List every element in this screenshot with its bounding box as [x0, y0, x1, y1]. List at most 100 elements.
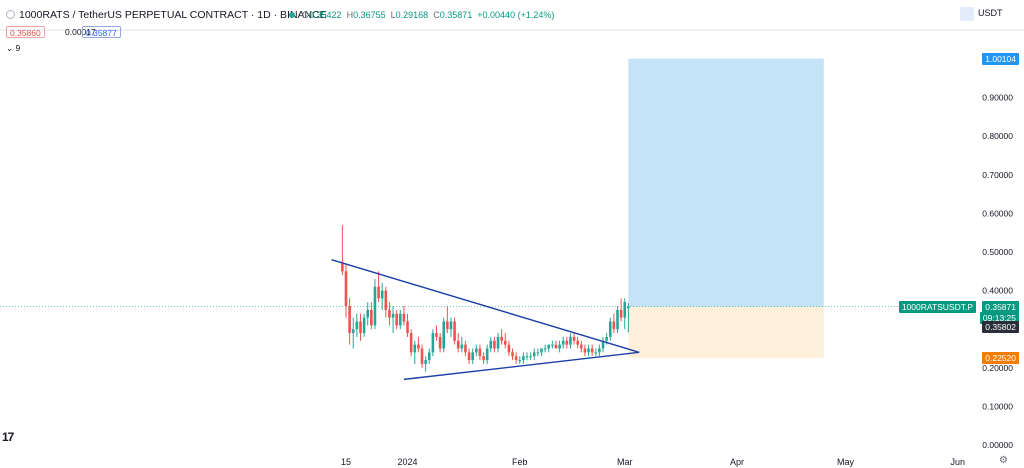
candle-body	[489, 340, 493, 349]
candle-body	[572, 336, 576, 341]
candle-body	[547, 344, 551, 349]
candle-body	[594, 352, 598, 354]
candle-body	[464, 344, 467, 353]
candle-body	[507, 344, 511, 353]
candle-body	[627, 306, 630, 309]
candle-body	[580, 344, 583, 349]
candle-body	[471, 352, 474, 361]
market-status-icon[interactable]	[289, 12, 295, 18]
x-tick-label: Jun	[951, 457, 966, 467]
candle-body	[435, 333, 438, 337]
entry-price-tag: 0.35802	[982, 320, 1019, 333]
candle-body	[438, 336, 442, 349]
candle-body	[417, 344, 420, 349]
candle-body	[402, 313, 406, 322]
candle-body	[413, 344, 417, 353]
candle-body	[478, 348, 482, 357]
candle-body	[590, 348, 594, 353]
candle-body	[373, 286, 377, 326]
candle-body	[503, 340, 507, 345]
y-tick-label: 0.40000	[982, 286, 1013, 296]
spread-value: 0.00017	[65, 27, 96, 37]
x-tick-label: May	[837, 457, 855, 467]
candle-body	[359, 321, 362, 334]
candle-body	[467, 352, 471, 361]
candle-body	[420, 348, 424, 364]
candle-body	[456, 340, 460, 349]
candle-body	[616, 309, 619, 330]
buy-button[interactable]: 0.35877	[82, 26, 121, 38]
candle-body	[522, 356, 525, 361]
settings-gear-icon[interactable]: ⚙	[999, 455, 1008, 466]
candle-body	[493, 340, 496, 349]
x-tick-label: 15	[341, 457, 351, 467]
candle-body	[442, 321, 446, 349]
symbol-tag: 1000RATSUSDT.P	[898, 300, 976, 313]
low-label: L	[390, 10, 396, 20]
candle-body	[536, 352, 540, 354]
candle-body	[482, 356, 485, 361]
indicator-toggle[interactable]: ⌄ 9	[6, 43, 21, 53]
change-value: +0.00440 (+1.24%)	[477, 10, 555, 20]
high-label: H	[346, 10, 354, 20]
candle-body	[388, 309, 391, 318]
candle-body	[565, 340, 569, 345]
candle-body	[431, 333, 435, 353]
last-price-tag: 0.35871	[982, 300, 1019, 313]
y-tick-label: 0.90000	[982, 93, 1013, 103]
candle-body	[540, 348, 543, 353]
candle-body	[532, 352, 536, 357]
trendline-lower	[403, 351, 640, 381]
target-price-tag: 1.00104	[982, 52, 1019, 65]
indicator-count: 9	[15, 43, 21, 53]
y-tick-label: 0.20000	[982, 363, 1013, 373]
candle-body	[453, 321, 456, 341]
x-tick-label: 2024	[398, 457, 418, 467]
candle-body	[460, 344, 464, 349]
candle-body	[623, 302, 627, 318]
y-tick-label: 0.10000	[982, 401, 1013, 411]
compare-icon[interactable]	[960, 7, 974, 21]
candle-body	[348, 306, 351, 334]
candle-body	[370, 309, 373, 326]
open-value: 0.35422	[309, 10, 342, 20]
candle-body	[380, 290, 384, 299]
candle-body	[399, 313, 402, 326]
ohlc-legend: O0.35422 H0.36755 L0.29168 C0.35871 +0.0…	[302, 10, 554, 20]
y-tick-label: 0.60000	[982, 208, 1013, 218]
candle-body	[475, 348, 478, 353]
low-value: 0.29168	[395, 10, 429, 20]
candle-body	[612, 321, 616, 330]
candle-body	[449, 321, 453, 330]
candle-body	[351, 329, 355, 334]
candle-body	[362, 317, 366, 334]
y-tick-label: 0.70000	[982, 170, 1013, 180]
candle-body	[587, 348, 590, 353]
candle-body	[583, 348, 587, 353]
x-tick-label: Feb	[512, 457, 528, 467]
candle-body	[446, 321, 449, 330]
candle-body	[485, 348, 489, 361]
candle-body	[500, 336, 503, 341]
candle-body	[518, 360, 522, 362]
candle-body	[427, 352, 431, 361]
symbol-logo-icon	[6, 10, 15, 19]
candle-body	[341, 263, 344, 272]
symbol-title[interactable]: 1000RATS / TetherUS PERPETUAL CONTRACT ·…	[19, 9, 327, 21]
candle-body	[406, 321, 409, 334]
candle-body	[409, 333, 413, 353]
currency-selector[interactable]: USDT	[978, 8, 1003, 18]
candle-body	[514, 356, 518, 361]
high-value: 0.36755	[353, 10, 386, 20]
y-tick-label: 0.50000	[982, 247, 1013, 257]
candle-body	[576, 340, 579, 345]
chart-header: 1000RATS / TetherUS PERPETUAL CONTRACT ·…	[0, 0, 1024, 30]
stop-price-tag: 0.22520	[982, 352, 1019, 365]
y-tick-label: 0.00000	[982, 440, 1013, 450]
candle-body	[558, 344, 561, 349]
candle-body	[384, 290, 388, 310]
tradingview-logo-icon[interactable]: 17	[2, 430, 14, 444]
sell-button[interactable]: 0.35860	[6, 26, 45, 38]
candle-body	[366, 309, 370, 318]
